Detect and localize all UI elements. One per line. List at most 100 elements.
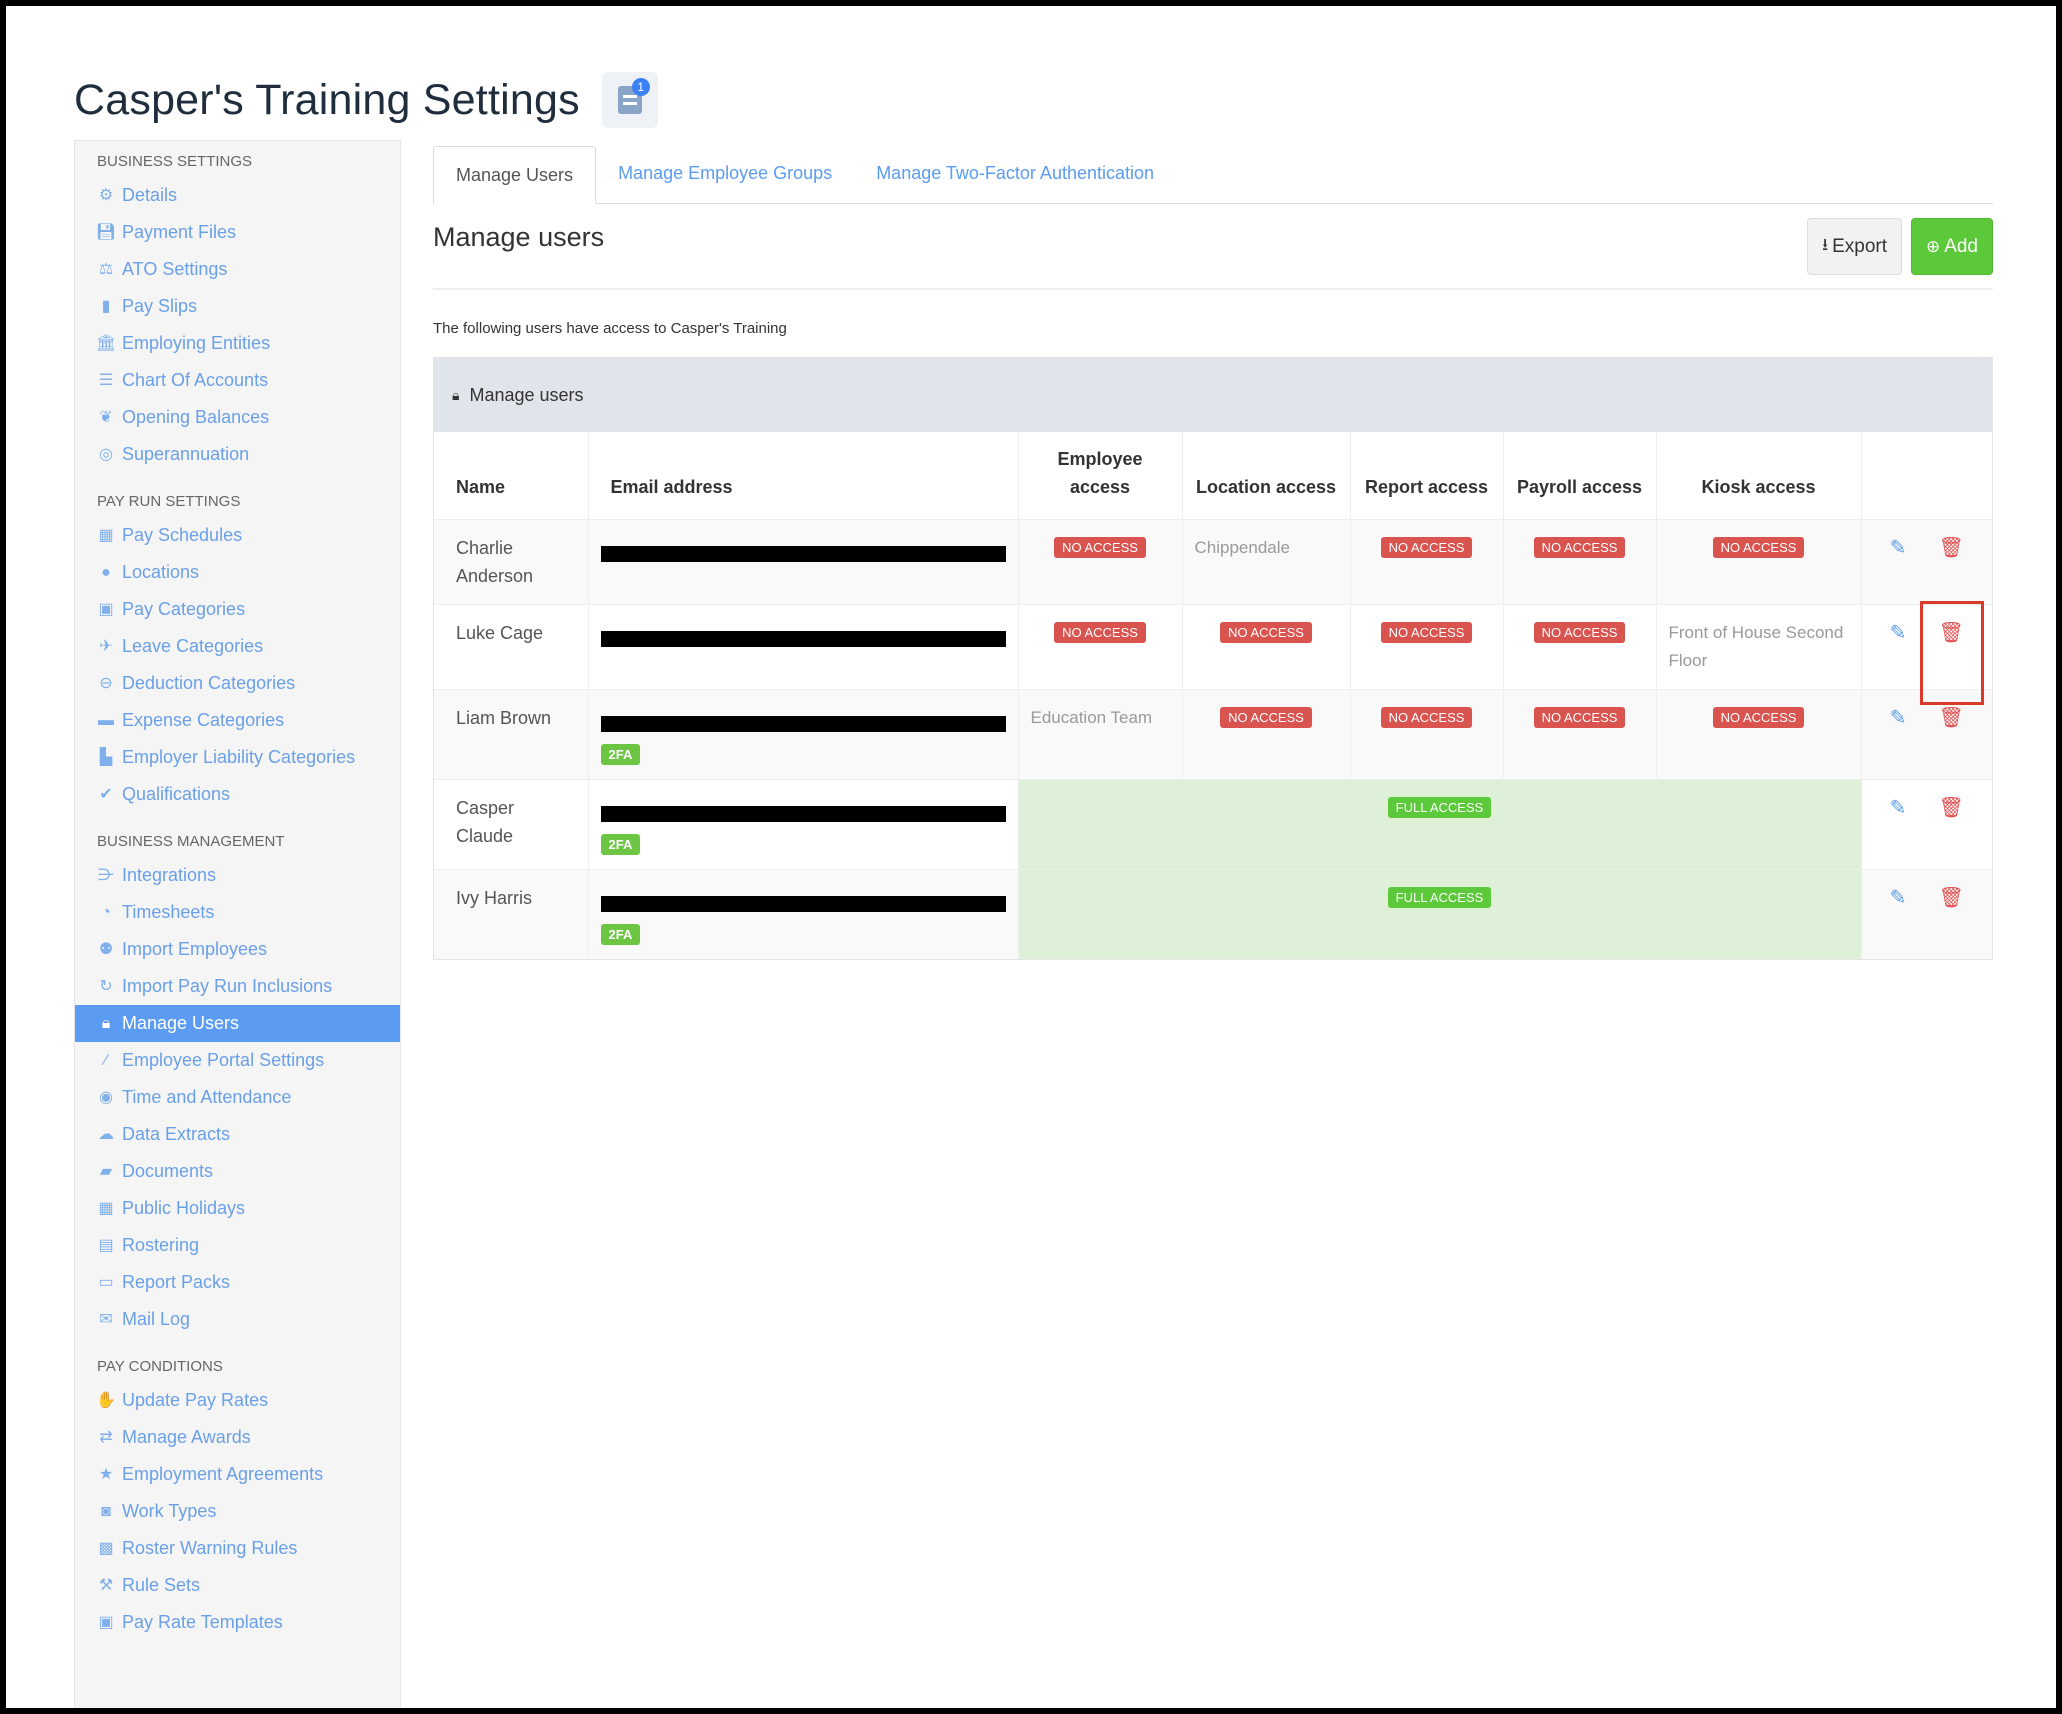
delete-trash-icon[interactable]: 🗑︎ [1938, 796, 1964, 819]
sidebar-item-rule-sets[interactable]: ⚒ Rule Sets [75, 1567, 400, 1604]
intro-text: The following users have access to Caspe… [433, 320, 787, 337]
access-cell: NO ACCESS [1656, 688, 1862, 779]
tab-manage-two-factor-authentication[interactable]: Manage Two-Factor Authentication [876, 163, 1155, 183]
sidebar-item-employer-liability-categories[interactable]: ▙ Employer Liability Categories [75, 739, 400, 776]
tab-bar: Manage Users Manage Employee Groups Manage… [433, 138, 1993, 204]
access-cell: NO ACCESS [1182, 688, 1351, 779]
export-button[interactable]: ⭳ Export [1807, 218, 1902, 275]
sidebar-item-label: Expense Categories [122, 710, 285, 730]
sidebar-item-label: Manage Awards [122, 1427, 251, 1447]
redacted-email [600, 545, 1006, 562]
delete-trash-icon[interactable]: 🗑︎ [1938, 706, 1964, 729]
access-cell: NO ACCESS [1503, 688, 1657, 779]
sidebar-item-documents[interactable]: ▰ Documents [75, 1153, 400, 1190]
sidebar-item-locations[interactable]: ● Locations [75, 554, 400, 591]
full-access-cell: FULL ACCESS [1018, 778, 1862, 869]
plane-icon: ✈ [99, 638, 113, 655]
twofa-badge: 2FA [600, 743, 641, 765]
sidebar-item-employment-agreements[interactable]: ★ Employment Agreements [75, 1456, 400, 1493]
sidebar-item-report-packs[interactable]: ▭ Report Packs [75, 1264, 400, 1301]
sidebar-item-leave-categories[interactable]: ✈ Leave Categories [75, 628, 400, 665]
sidebar-item-payment-files[interactable]: 💾︎ Payment Files [75, 214, 400, 251]
sidebar-item-qualifications[interactable]: ✔ Qualifications [75, 776, 400, 813]
sidebar-item-ato-settings[interactable]: ⚖ ATO Settings [75, 251, 400, 288]
sidebar-item-integrations[interactable]: ⋺ Integrations [75, 857, 400, 894]
sidebar-item-rostering[interactable]: ▤ Rostering [75, 1227, 400, 1264]
sidebar-item-label: Roster Warning Rules [122, 1538, 298, 1558]
column-header: Payroll access [1503, 432, 1657, 519]
calendar-icon: ▦ [98, 527, 114, 544]
sidebar-item-time-and-attendance[interactable]: ◉ Time and Attendance [75, 1079, 400, 1116]
table-row: Liam Brown 2FA Education Team NO ACCESS NO A… [434, 688, 1992, 779]
sidebar-item-label: Pay Schedules [122, 525, 243, 545]
delete-trash-icon[interactable]: 🗑︎ [1938, 886, 1964, 909]
tab-manage-users[interactable]: Manage Users [433, 146, 597, 204]
sidebar-item-pay-categories[interactable]: ▣ Pay Categories [75, 591, 400, 628]
add-button[interactable]: ⊕ Add [1910, 218, 1993, 275]
user-name-cell: Liam Brown [434, 688, 589, 779]
sidebar-item-details[interactable]: ⚙ Details [75, 177, 400, 214]
column-header: Employee access [1018, 432, 1183, 519]
sidebar-item-import-employees[interactable]: ⚉ Import Employees [75, 931, 400, 968]
tab-manage-employee-groups[interactable]: Manage Employee Groups [618, 163, 833, 183]
sidebar-item-import-pay-run-inclusions[interactable]: ↻ Import Pay Run Inclusions [75, 968, 400, 1005]
row-actions: ✎ 🗑︎ [1874, 534, 1981, 562]
sidebar-item-label: Work Types [122, 1501, 217, 1521]
calendar-icon: ▦ [98, 1200, 114, 1217]
access-cell: Education Team [1018, 688, 1183, 779]
sidebar-item-superannuation[interactable]: ◎ Superannuation [75, 436, 400, 473]
edit-pencil-icon[interactable]: ✎ [1889, 621, 1907, 644]
sidebar-item-pay-rate-templates[interactable]: ▣ Pay Rate Templates [75, 1604, 400, 1641]
table-row: Ivy Harris 2FA FULL ACCESS ✎ 🗑︎ [434, 868, 1992, 959]
full-access-badge: FULL ACCESS [1387, 796, 1492, 818]
sidebar-item-expense-categories[interactable]: ▬ Expense Categories [75, 702, 400, 739]
users-table: Name Email address Employee access Location… [434, 432, 1992, 959]
sidebar-item-employee-portal-settings[interactable]: ⁄ Employee Portal Settings [75, 1042, 400, 1079]
no-access-badge: NO ACCESS [1054, 536, 1146, 558]
clock-icon: ◔ [101, 904, 111, 921]
actions-cell: ✎ 🗑︎ [1861, 778, 1992, 869]
sidebar-item-timesheets[interactable]: ◔ Timesheets [75, 894, 400, 931]
sidebar-item-roster-warning-rules[interactable]: ▩ Roster Warning Rules [75, 1530, 400, 1567]
edit-pencil-icon[interactable]: ✎ [1889, 706, 1907, 729]
sidebar-item-label: Employer Liability Categories [122, 747, 356, 767]
edit-pencil-icon[interactable]: ✎ [1889, 886, 1907, 909]
sidebar-item-label: Import Pay Run Inclusions [122, 976, 333, 996]
table-row: Casper Claude 2FA FULL ACCESS ✎ 🗑︎ [434, 778, 1992, 869]
table-header-row: Name Email address Employee access Location… [434, 432, 1992, 519]
notification-count-badge: 1 [631, 78, 650, 96]
sidebar-item-mail-log[interactable]: ✉ Mail Log [75, 1301, 400, 1338]
column-header: Kiosk access [1656, 432, 1862, 519]
sidebar-item-work-types[interactable]: ◙ Work Types [75, 1493, 400, 1530]
sidebar-item-public-holidays[interactable]: ▦ Public Holidays [75, 1190, 400, 1227]
delete-highlight-box [1920, 601, 1984, 705]
redacted-email [600, 895, 1006, 912]
edit-pencil-icon[interactable]: ✎ [1889, 536, 1907, 559]
sidebar-item-label: Data Extracts [122, 1124, 231, 1144]
sidebar-item-data-extracts[interactable]: ☁ Data Extracts [75, 1116, 400, 1153]
delete-trash-icon[interactable]: 🗑︎ [1938, 621, 1964, 644]
sidebar-item-deduction-categories[interactable]: ⊖ Deduction Categories [75, 665, 400, 702]
section-title: Manage users [433, 222, 605, 252]
lock-icon: 🔒︎ [101, 1015, 111, 1032]
sidebar-item-update-pay-rates[interactable]: ✋ Update Pay Rates [75, 1382, 400, 1419]
edit-pencil-icon[interactable]: ✎ [1889, 796, 1907, 819]
sidebar-item-label: Import Employees [122, 939, 268, 959]
notifications-button[interactable]: 1 [601, 72, 658, 128]
column-header: Email address [588, 432, 1019, 519]
sidebar-item-label: Locations [122, 562, 200, 582]
sidebar-item-label: Public Holidays [122, 1198, 246, 1218]
sidebar-item-chart-of-accounts[interactable]: ☰ Chart Of Accounts [75, 362, 400, 399]
sidebar-item-manage-awards[interactable]: ⇄ Manage Awards [75, 1419, 400, 1456]
sidebar-item-pay-schedules[interactable]: ▦ Pay Schedules [75, 517, 400, 554]
sidebar-item-pay-slips[interactable]: ▮ Pay Slips [75, 288, 400, 325]
money-icon: ▣ [98, 601, 114, 618]
full-access-cell: FULL ACCESS [1018, 868, 1862, 959]
gavel-icon: ⚒ [98, 1577, 114, 1594]
sidebar-item-manage-users[interactable]: 🔒︎ Manage Users [75, 1005, 400, 1042]
delete-trash-icon[interactable]: 🗑︎ [1938, 536, 1964, 559]
sidebar-item-employing-entities[interactable]: 🏛︎ Employing Entities [75, 325, 400, 362]
sidebar-item-opening-balances[interactable]: ❦ Opening Balances [75, 399, 400, 436]
sidebar-item-label: Report Packs [122, 1272, 231, 1292]
sidebar-item-label: Chart Of Accounts [122, 370, 269, 390]
